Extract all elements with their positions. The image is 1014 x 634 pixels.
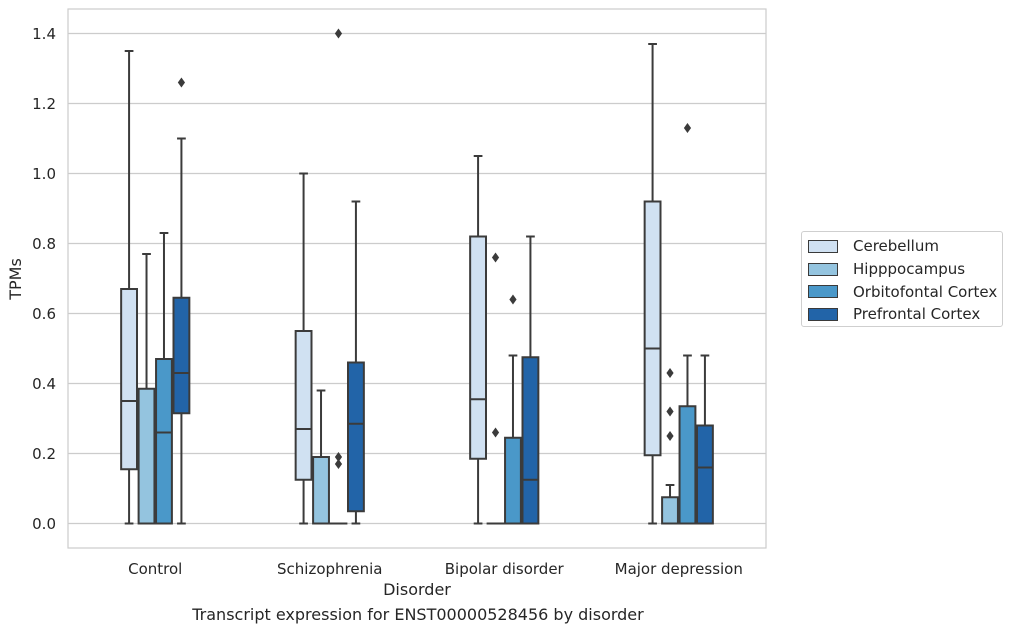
legend-swatch	[808, 239, 838, 253]
box-orbitofontal-cortex	[678, 123, 697, 525]
outlier-point	[666, 406, 674, 417]
box-hipppocampus	[486, 252, 505, 525]
legend-label: Cerebellum	[853, 237, 939, 256]
outlier-point	[491, 427, 500, 438]
box-body	[155, 358, 173, 525]
outlier-point	[491, 252, 500, 263]
legend-item: Cerebellum	[808, 235, 1002, 258]
y-axis-label: TPMs	[6, 258, 25, 301]
box-body	[521, 356, 540, 525]
legend-swatch	[808, 262, 838, 276]
legend-label: Prefrontal Cortex	[853, 305, 981, 324]
box-body	[696, 424, 714, 525]
outlier-point	[666, 368, 674, 378]
legend-label: Orbitofontal Cortex	[853, 282, 998, 301]
box-body	[643, 200, 662, 457]
box-hipppocampus	[661, 368, 679, 525]
y-tick-label: 0.6	[32, 305, 56, 323]
y-tick-labels: 0.0 0.2 0.4 0.6 0.8 1.0 1.2 1.4	[32, 25, 56, 533]
y-tick-label: 0.2	[32, 445, 56, 463]
box-body	[504, 436, 522, 525]
x-tick-label: Schizophrenia	[277, 560, 382, 578]
box-body	[347, 361, 365, 513]
legend-swatch	[808, 307, 838, 321]
y-tick-label: 1.2	[32, 95, 56, 113]
box-body	[469, 235, 487, 460]
chart-caption: Transcript expression for ENST0000052845…	[192, 605, 644, 624]
box-orbitofontal-cortex	[329, 28, 348, 525]
outlier-point	[666, 431, 674, 441]
x-tick-label: Major depression	[615, 560, 743, 578]
x-tick-label: Bipolar disorder	[445, 560, 565, 578]
box-body	[312, 456, 330, 525]
box-cerebellum	[120, 50, 139, 525]
y-tick-label: 1.0	[32, 165, 56, 183]
legend-item: Prefrontal Cortex	[808, 303, 1002, 326]
outlier-point	[334, 28, 343, 39]
box-orbitofontal-cortex	[504, 294, 522, 525]
plot-frame	[67, 8, 767, 549]
outlier-point	[177, 77, 186, 88]
box-body	[172, 296, 191, 415]
box-prefrontal-cortex	[521, 235, 540, 525]
x-tick-labels: Control Schizophrenia Bipolar disorder Majo…	[128, 560, 743, 578]
y-tick-label: 0.4	[32, 375, 56, 393]
outlier-point	[334, 459, 343, 469]
legend-label: Hipppocampus	[853, 260, 966, 279]
box-cerebellum	[469, 155, 487, 525]
box-body	[678, 405, 697, 525]
box-hipppocampus	[312, 389, 330, 525]
box-body	[661, 496, 679, 525]
legend-item: Hipppocampus	[808, 258, 1002, 281]
box-body	[137, 387, 156, 525]
x-tick-label: Control	[128, 560, 182, 578]
y-tick-label: 0.8	[32, 235, 56, 253]
outlier-point	[334, 452, 343, 462]
box-body	[294, 330, 313, 481]
outlier-point	[683, 123, 692, 133]
box-prefrontal-cortex	[696, 354, 714, 525]
legend: Cerebellum Hipppocampus Orbitofontal Corte…	[801, 231, 1003, 327]
box-hipppocampus	[137, 253, 156, 525]
y-tick-label: 1.4	[32, 25, 56, 43]
box-cerebellum	[643, 43, 662, 525]
box-prefrontal-cortex	[347, 200, 365, 525]
legend-item: Orbitofontal Cortex	[808, 280, 1002, 303]
box-marks	[120, 28, 714, 525]
box-prefrontal-cortex	[172, 77, 191, 525]
legend-swatch	[808, 285, 838, 299]
x-axis-label: Disorder	[383, 580, 451, 599]
box-body	[120, 288, 139, 471]
y-tick-label: 0.0	[32, 515, 56, 533]
box-cerebellum	[294, 172, 313, 525]
outlier-point	[509, 294, 517, 305]
box-orbitofontal-cortex	[155, 232, 173, 525]
